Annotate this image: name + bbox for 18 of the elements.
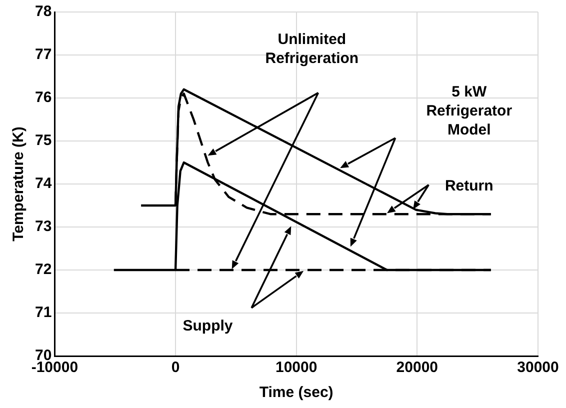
annotation: Supply: [182, 316, 234, 336]
y-tick-label: 73: [34, 218, 52, 236]
annotation: Return: [444, 176, 494, 196]
y-tick-label: 76: [34, 89, 52, 106]
x-tick-label: 10000: [275, 359, 318, 376]
x-axis-title: Time (sec): [259, 384, 334, 402]
annotation: Unlimited Refrigeration: [264, 30, 360, 68]
y-tick-label: 72: [34, 261, 52, 278]
y-tick-label: 77: [34, 46, 52, 64]
annotation: 5 kW Refrigerator Model: [425, 82, 514, 140]
x-tick-label: 20000: [396, 359, 438, 376]
y-tick-label: 71: [34, 304, 52, 322]
y-tick-label: 78: [34, 3, 52, 20]
x-tick-label: 0: [171, 359, 180, 376]
y-tick-label: 75: [34, 132, 52, 150]
y-tick-label: 74: [34, 175, 52, 192]
x-tick-label: 30000: [517, 359, 559, 376]
y-axis-title: Temperature (K): [10, 126, 28, 242]
